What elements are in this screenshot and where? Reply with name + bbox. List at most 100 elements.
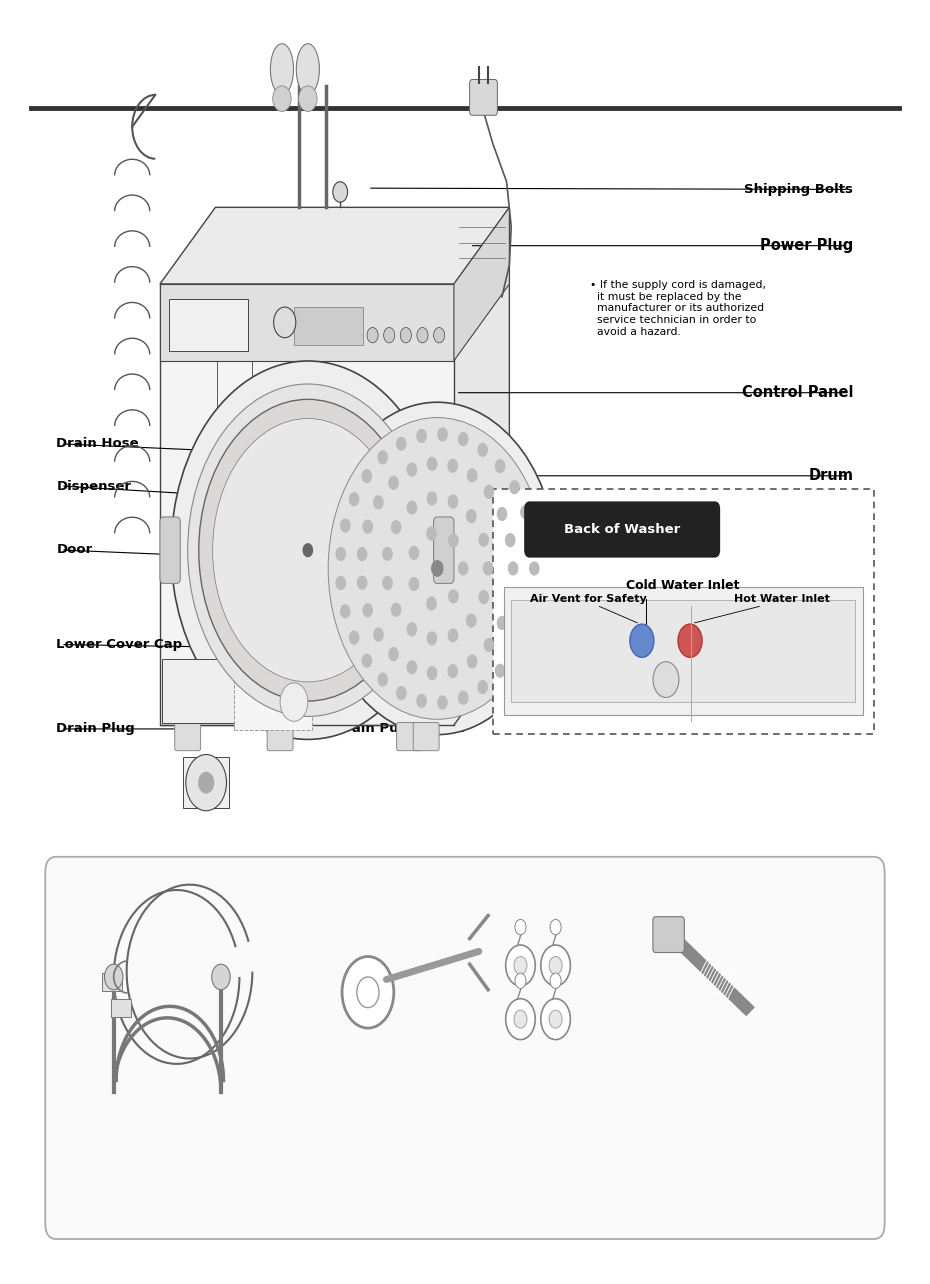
FancyBboxPatch shape bbox=[175, 723, 201, 751]
Circle shape bbox=[630, 624, 654, 657]
Circle shape bbox=[428, 666, 437, 679]
Circle shape bbox=[383, 547, 392, 560]
Circle shape bbox=[521, 506, 530, 519]
Circle shape bbox=[409, 578, 418, 591]
Circle shape bbox=[478, 443, 487, 456]
Text: Power Plug: Power Plug bbox=[760, 239, 853, 253]
Circle shape bbox=[171, 361, 445, 740]
Text: • If the supply cord is damaged,
  it must be replaced by the
  manufacturer or : • If the supply cord is damaged, it must… bbox=[590, 280, 765, 336]
Polygon shape bbox=[454, 207, 510, 361]
Circle shape bbox=[438, 428, 447, 440]
Circle shape bbox=[478, 681, 487, 693]
Circle shape bbox=[530, 562, 539, 575]
FancyBboxPatch shape bbox=[160, 517, 180, 583]
Circle shape bbox=[357, 548, 366, 561]
Circle shape bbox=[448, 665, 458, 678]
Circle shape bbox=[498, 507, 507, 520]
FancyBboxPatch shape bbox=[433, 517, 454, 583]
Circle shape bbox=[506, 999, 536, 1040]
FancyBboxPatch shape bbox=[267, 723, 293, 751]
Circle shape bbox=[407, 623, 417, 636]
Circle shape bbox=[417, 327, 428, 343]
Circle shape bbox=[515, 973, 526, 989]
Circle shape bbox=[379, 673, 388, 686]
Circle shape bbox=[186, 755, 227, 810]
FancyBboxPatch shape bbox=[101, 973, 122, 991]
Circle shape bbox=[479, 591, 488, 603]
Circle shape bbox=[496, 460, 505, 473]
Circle shape bbox=[392, 603, 401, 616]
FancyBboxPatch shape bbox=[169, 299, 247, 351]
Circle shape bbox=[433, 327, 445, 343]
Text: Drain Pump Filter: Drain Pump Filter bbox=[334, 723, 467, 736]
Circle shape bbox=[427, 528, 436, 539]
Text: Lower Cover Cap: Lower Cover Cap bbox=[57, 638, 182, 651]
Circle shape bbox=[510, 480, 519, 493]
FancyBboxPatch shape bbox=[493, 489, 873, 734]
Circle shape bbox=[379, 451, 388, 464]
Circle shape bbox=[400, 327, 411, 343]
Circle shape bbox=[496, 664, 505, 677]
Circle shape bbox=[333, 182, 348, 202]
Circle shape bbox=[417, 695, 426, 707]
FancyBboxPatch shape bbox=[504, 587, 862, 715]
Circle shape bbox=[212, 964, 231, 990]
Polygon shape bbox=[160, 284, 454, 361]
Circle shape bbox=[362, 470, 371, 483]
Circle shape bbox=[340, 519, 350, 532]
Circle shape bbox=[280, 683, 308, 722]
Circle shape bbox=[328, 417, 546, 719]
FancyBboxPatch shape bbox=[512, 600, 855, 702]
Text: Air Vent for Safety: Air Vent for Safety bbox=[529, 594, 646, 603]
Circle shape bbox=[514, 957, 527, 975]
Circle shape bbox=[527, 533, 537, 546]
Circle shape bbox=[213, 419, 403, 682]
Ellipse shape bbox=[271, 44, 294, 95]
Circle shape bbox=[389, 476, 398, 489]
Polygon shape bbox=[160, 207, 510, 284]
Circle shape bbox=[340, 605, 350, 618]
Circle shape bbox=[448, 496, 458, 508]
Circle shape bbox=[362, 655, 371, 668]
Text: Cold Water Inlet: Cold Water Inlet bbox=[627, 579, 740, 592]
Circle shape bbox=[515, 919, 526, 935]
Text: Shipping Bolts: Shipping Bolts bbox=[744, 182, 853, 196]
Circle shape bbox=[427, 632, 436, 645]
Circle shape bbox=[367, 327, 379, 343]
Circle shape bbox=[363, 603, 372, 616]
Polygon shape bbox=[160, 284, 454, 725]
Circle shape bbox=[350, 493, 359, 506]
Circle shape bbox=[467, 614, 476, 627]
Circle shape bbox=[392, 521, 401, 533]
Circle shape bbox=[427, 597, 436, 610]
Circle shape bbox=[199, 773, 214, 792]
Circle shape bbox=[484, 562, 493, 575]
Circle shape bbox=[468, 469, 477, 482]
Circle shape bbox=[467, 510, 476, 523]
Circle shape bbox=[506, 534, 515, 547]
Text: Drain Plug: Drain Plug bbox=[57, 723, 135, 736]
Circle shape bbox=[427, 492, 436, 505]
Circle shape bbox=[350, 632, 359, 645]
FancyBboxPatch shape bbox=[46, 856, 884, 1239]
Circle shape bbox=[336, 547, 345, 560]
Circle shape bbox=[510, 643, 519, 656]
Circle shape bbox=[303, 544, 312, 556]
FancyBboxPatch shape bbox=[294, 307, 364, 345]
Circle shape bbox=[653, 661, 679, 697]
FancyBboxPatch shape bbox=[162, 659, 249, 723]
Circle shape bbox=[188, 384, 428, 716]
Circle shape bbox=[428, 457, 437, 470]
Circle shape bbox=[549, 957, 562, 975]
Polygon shape bbox=[454, 207, 510, 725]
Circle shape bbox=[409, 547, 418, 560]
FancyBboxPatch shape bbox=[470, 80, 498, 116]
Text: Drum: Drum bbox=[808, 469, 853, 483]
FancyBboxPatch shape bbox=[396, 723, 422, 751]
Circle shape bbox=[397, 687, 406, 700]
FancyBboxPatch shape bbox=[183, 758, 230, 808]
Circle shape bbox=[397, 438, 406, 451]
Circle shape bbox=[550, 973, 561, 989]
Circle shape bbox=[549, 1011, 562, 1028]
Circle shape bbox=[407, 464, 417, 476]
